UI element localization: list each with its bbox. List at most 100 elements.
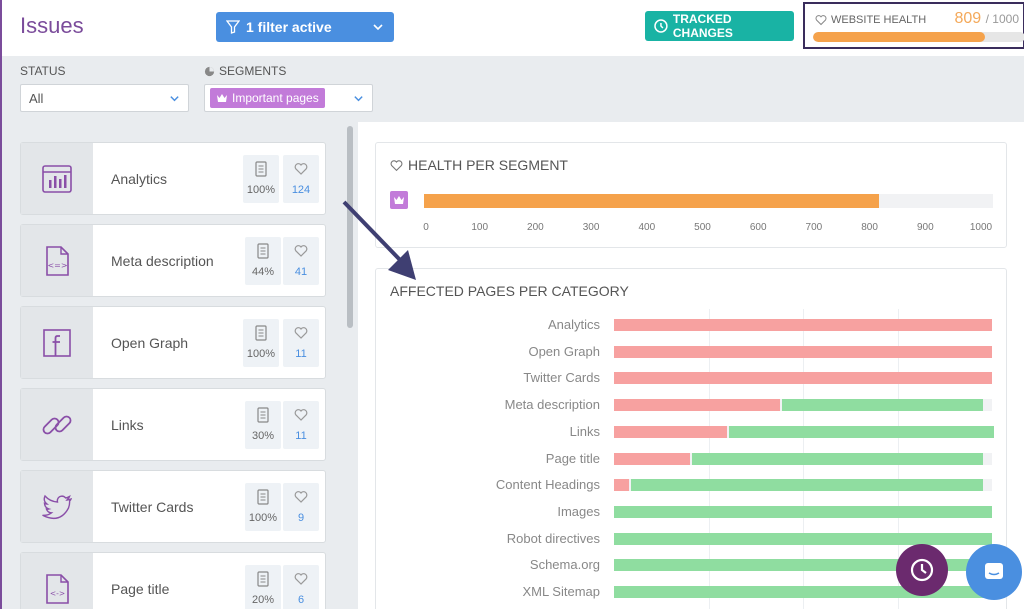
history-icon (654, 19, 668, 33)
issue-likes-value: 124 (291, 184, 311, 196)
ok-bar-segment[interactable] (614, 505, 992, 518)
page-title: Issues (20, 13, 84, 38)
svg-text:<->: <-> (50, 589, 65, 598)
issue-likes-value: 11 (295, 348, 307, 360)
issue-likes-stat: 11 (283, 401, 319, 449)
clock-icon (910, 558, 934, 582)
filter-icon (226, 20, 240, 34)
issue-pages-stat: 44% (245, 237, 281, 285)
affected-pages-title: AFFECTED PAGES PER CATEGORY (390, 283, 629, 299)
health-progress-fill (813, 32, 985, 42)
history-fab-button[interactable] (896, 544, 948, 596)
issue-pct-value: 100% (246, 184, 276, 196)
heart-icon (294, 409, 308, 421)
svg-text:<=>: <=> (47, 261, 67, 270)
meta-description-icon: <=> (46, 245, 69, 276)
page-title-icon: <-> (46, 573, 69, 604)
document-icon (255, 325, 267, 341)
issue-pct-value: 20% (251, 594, 275, 606)
affected-bar-segment[interactable] (614, 399, 781, 412)
issue-card-analytics[interactable]: Analytics 100% 124 (20, 142, 326, 215)
affected-bar-segment[interactable] (614, 452, 690, 465)
segment-badge: Important pages (210, 88, 325, 108)
affected-bar-segment[interactable] (614, 345, 992, 358)
issue-icon-cell (21, 389, 93, 460)
segment-axis-tick: 700 (805, 222, 823, 233)
issue-card-page-title[interactable]: <-> Page title 20% 6 (20, 552, 326, 609)
issue-card-twitter-cards[interactable]: Twitter Cards 100% 9 (20, 470, 326, 543)
charts-area: HEALTH PER SEGMENT 0 100 200 300 400 500 600 70… (358, 122, 1024, 609)
issue-icon-cell (21, 471, 93, 542)
affected-bar-segment[interactable] (614, 372, 992, 385)
heart-icon (294, 163, 308, 175)
issue-icon-cell (21, 307, 93, 378)
issue-name: Open Graph (111, 335, 189, 351)
website-health-title: WEBSITE HEALTH (815, 14, 926, 26)
heart-icon (294, 573, 308, 585)
website-health-score: 809 / 1000 (954, 10, 1019, 28)
segment-bar[interactable] (424, 194, 880, 208)
header: Issues 1 filter active TRACKED CHANGES W… (0, 0, 1024, 56)
segment-axis-tick: 400 (638, 222, 656, 233)
segment-axis-tick: 100 (471, 222, 489, 233)
ok-bar-segment[interactable] (614, 586, 992, 598)
affected-bar-segment[interactable] (614, 425, 728, 438)
segment-axis-tick: 500 (694, 222, 711, 233)
issue-pct-value: 44% (251, 266, 275, 278)
segments-select[interactable]: Important pages (204, 84, 373, 112)
links-icon (42, 415, 72, 434)
document-icon (257, 243, 269, 259)
ok-bar-segment[interactable] (782, 399, 983, 412)
affected-bar-segment[interactable] (614, 479, 630, 492)
segment-axis-tick: 1000 (969, 222, 993, 233)
heart-icon (390, 159, 403, 171)
issue-likes-value: 11 (295, 430, 307, 442)
issue-pages-stat: 100% (245, 483, 281, 531)
filter-button[interactable]: 1 filter active (216, 12, 394, 42)
status-select-value: All (29, 90, 44, 106)
pie-chart-icon (204, 66, 215, 76)
status-label-text: STATUS (20, 64, 66, 78)
issue-icon-cell: <-> (21, 553, 93, 609)
heart-icon (294, 491, 308, 503)
ok-bar-segment[interactable] (631, 479, 983, 492)
issue-likes-value: 6 (297, 594, 305, 606)
issue-card-links[interactable]: Links 30% 11 (20, 388, 326, 461)
segment-axis-tick: 200 (527, 222, 544, 233)
category-label: Page title (545, 450, 600, 466)
issue-card-meta-description[interactable]: <=> Meta description 44% 41 (20, 224, 326, 297)
issue-likes-stat: 11 (283, 319, 319, 367)
category-label: Content Headings (495, 477, 600, 493)
ok-bar-segment[interactable] (614, 532, 992, 545)
category-label: Robot directives (506, 530, 600, 546)
scrollbar[interactable] (347, 126, 353, 328)
annotation-arrow (342, 200, 416, 280)
chat-icon (985, 563, 1003, 579)
status-select[interactable]: All (20, 84, 189, 112)
category-label: Analytics (547, 317, 600, 332)
issues-list: Analytics 100% 124 <=> Meta description 44% 41… (0, 122, 358, 609)
document-icon (257, 571, 269, 587)
health-progress-track (813, 32, 1024, 42)
filter-button-label: 1 filter active (246, 19, 332, 35)
chevron-down-icon (170, 96, 179, 102)
segment-badge-label: Important pages (232, 91, 319, 105)
ok-bar-segment[interactable] (729, 425, 994, 438)
issue-pct-value: 100% (248, 512, 278, 524)
issue-pages-stat: 20% (245, 565, 281, 609)
segment-axis-tick: 900 (916, 222, 934, 233)
segment-axis-tick: 800 (861, 222, 878, 233)
issue-card-open-graph[interactable]: Open Graph 100% 11 (20, 306, 326, 379)
twitter-cards-icon (42, 494, 73, 519)
health-score-max: / 1000 (985, 12, 1019, 26)
segment-axis-tick: 300 (582, 222, 600, 233)
tracked-changes-button[interactable]: TRACKED CHANGES (645, 11, 794, 41)
ok-bar-segment[interactable] (691, 452, 983, 465)
issue-name: Page title (111, 581, 170, 597)
website-health-widget[interactable]: WEBSITE HEALTH 809 / 1000 (803, 2, 1024, 49)
category-label: Links (569, 423, 600, 439)
heart-icon (294, 245, 308, 257)
affected-bar-segment[interactable] (614, 319, 992, 331)
chat-fab-button[interactable] (966, 544, 1022, 600)
segment-axis-tick: 600 (749, 222, 767, 233)
